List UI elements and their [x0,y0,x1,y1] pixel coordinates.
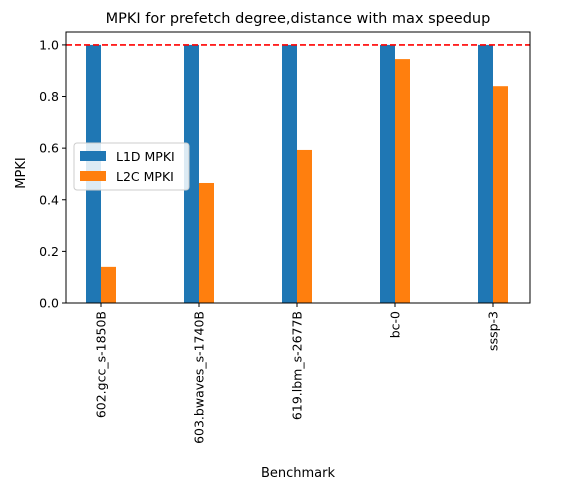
axes-layer: 0.0 0.2 0.4 0.6 0.8 1.0 602.gcc_s-1850B 603.bwa… [39,31,531,444]
x-axis-label: Benchmark [261,466,336,479]
legend-swatch-0 [80,151,106,161]
bar-l2c-2 [297,149,312,303]
legend-swatch-1 [80,171,106,181]
y-axis-label: MPKI [14,157,29,188]
legend: L1D MPKI L2C MPKI [73,142,190,191]
y-tick-label-4: 0.8 [39,89,59,104]
y-tick-label-1: 0.2 [39,244,59,259]
y-tick-label-2: 0.4 [39,192,59,207]
bar-l2c-1 [199,182,214,303]
chart-title: MPKI for prefetch degree,distance with m… [106,11,491,27]
x-tick-label-0: 602.gcc_s-1850B [94,311,109,418]
x-tick-label-3: bc-0 [388,311,403,338]
x-tick-label-4: sssp-3 [486,311,501,351]
y-tick-label-3: 0.6 [39,141,59,156]
bar-l1d-3 [380,44,395,304]
bar-l2c-3 [395,59,410,303]
bar-l1d-2 [282,44,297,304]
legend-label-1: L2C MPKI [116,169,174,184]
bar-l1d-4 [478,44,493,304]
bar-l2c-4 [493,86,508,303]
bar-l2c-0 [101,266,116,303]
x-tick-label-2: 619.lbm_s-2677B [290,311,305,420]
legend-label-0: L1D MPKI [116,149,175,164]
x-tick-label-1: 603.bwaves_s-1740B [192,311,207,444]
plot-frame [65,31,531,304]
y-tick-label-0: 0.0 [39,296,59,311]
y-tick-label-5: 1.0 [39,37,59,52]
bars-layer [86,44,508,304]
bar-l1d-1 [184,44,199,304]
